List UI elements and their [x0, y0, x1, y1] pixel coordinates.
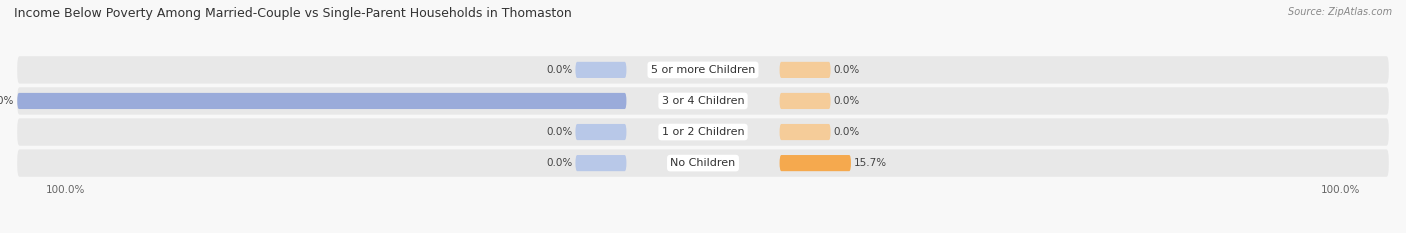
Text: No Children: No Children [671, 158, 735, 168]
Text: 0.0%: 0.0% [834, 127, 860, 137]
Text: 0.0%: 0.0% [834, 65, 860, 75]
Text: 1 or 2 Children: 1 or 2 Children [662, 127, 744, 137]
FancyBboxPatch shape [17, 149, 1389, 177]
FancyBboxPatch shape [17, 56, 1389, 84]
FancyBboxPatch shape [17, 93, 627, 109]
Text: 0.0%: 0.0% [834, 96, 860, 106]
FancyBboxPatch shape [575, 62, 627, 78]
Legend: Married Couples, Single Parents: Married Couples, Single Parents [593, 229, 813, 233]
FancyBboxPatch shape [17, 118, 1389, 146]
FancyBboxPatch shape [779, 155, 851, 171]
Text: 0.0%: 0.0% [546, 65, 572, 75]
Text: 100.0%: 100.0% [0, 96, 14, 106]
Text: Income Below Poverty Among Married-Couple vs Single-Parent Households in Thomast: Income Below Poverty Among Married-Coupl… [14, 7, 572, 20]
FancyBboxPatch shape [779, 62, 831, 78]
Text: 0.0%: 0.0% [546, 127, 572, 137]
FancyBboxPatch shape [779, 93, 831, 109]
FancyBboxPatch shape [779, 124, 831, 140]
FancyBboxPatch shape [575, 155, 627, 171]
Text: 5 or more Children: 5 or more Children [651, 65, 755, 75]
Text: 3 or 4 Children: 3 or 4 Children [662, 96, 744, 106]
Text: Source: ZipAtlas.com: Source: ZipAtlas.com [1288, 7, 1392, 17]
FancyBboxPatch shape [17, 87, 1389, 115]
FancyBboxPatch shape [575, 124, 627, 140]
Text: 15.7%: 15.7% [855, 158, 887, 168]
Text: 0.0%: 0.0% [546, 158, 572, 168]
